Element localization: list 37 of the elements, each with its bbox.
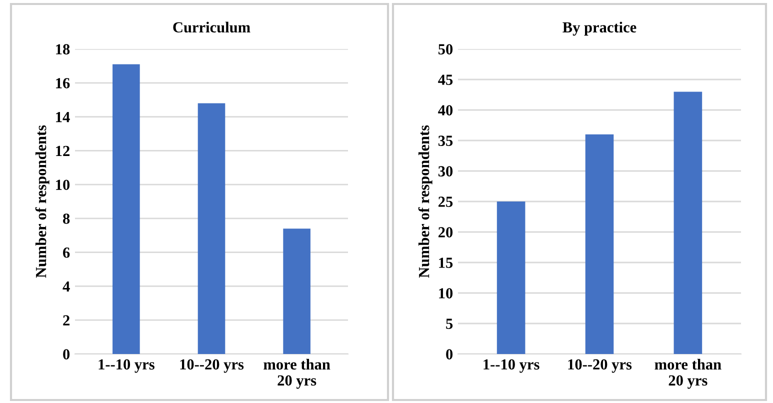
bar	[674, 92, 702, 354]
y-tick-label: 5	[446, 318, 453, 329]
x-tick-label: 1--10 yrs	[98, 359, 154, 373]
y-tick-label: 8	[63, 214, 70, 224]
y-tick-label: 4	[62, 281, 70, 292]
y-tick-label: 45	[438, 74, 453, 85]
y-tick-label: 12	[56, 146, 70, 156]
bar	[283, 228, 310, 354]
y-tick-label: 15	[439, 258, 453, 268]
x-tick-label: 10--20 yrs	[568, 359, 632, 373]
y-tick-label: 25	[438, 196, 453, 207]
y-axis-title: Number of respondents	[418, 125, 432, 278]
y-axis-title: Number of respondents	[35, 125, 50, 278]
y-tick-label: 2	[63, 315, 70, 326]
y-tick-label: 10	[439, 288, 453, 298]
x-tick-label: 10--20 yrs	[180, 359, 244, 373]
y-tick-label: 30	[438, 166, 453, 176]
x-tick-label: more than 20 yrs	[654, 358, 722, 389]
bar	[585, 134, 614, 354]
chart-title: Curriculum	[173, 22, 250, 33]
y-tick-label: 16	[56, 78, 70, 88]
y-tick-label: 10	[56, 180, 70, 190]
x-tick-label: more than 20 yrs	[264, 358, 330, 389]
y-tick-label: 6	[63, 248, 70, 258]
bar	[112, 64, 140, 354]
y-tick-label: 0	[63, 349, 70, 360]
x-tick-label: 1--10 yrs	[484, 359, 540, 373]
bar	[198, 103, 226, 354]
y-tick-label: 18	[56, 44, 70, 54]
bar	[496, 202, 526, 354]
y-tick-label: 20	[438, 227, 453, 238]
y-tick-label: 14	[56, 112, 70, 122]
y-tick-label: 40	[438, 105, 453, 116]
chart-title: By practice	[562, 22, 636, 36]
y-tick-label: 0	[446, 349, 453, 360]
y-tick-label: 35	[438, 136, 453, 146]
y-tick-label: 50	[438, 44, 453, 54]
